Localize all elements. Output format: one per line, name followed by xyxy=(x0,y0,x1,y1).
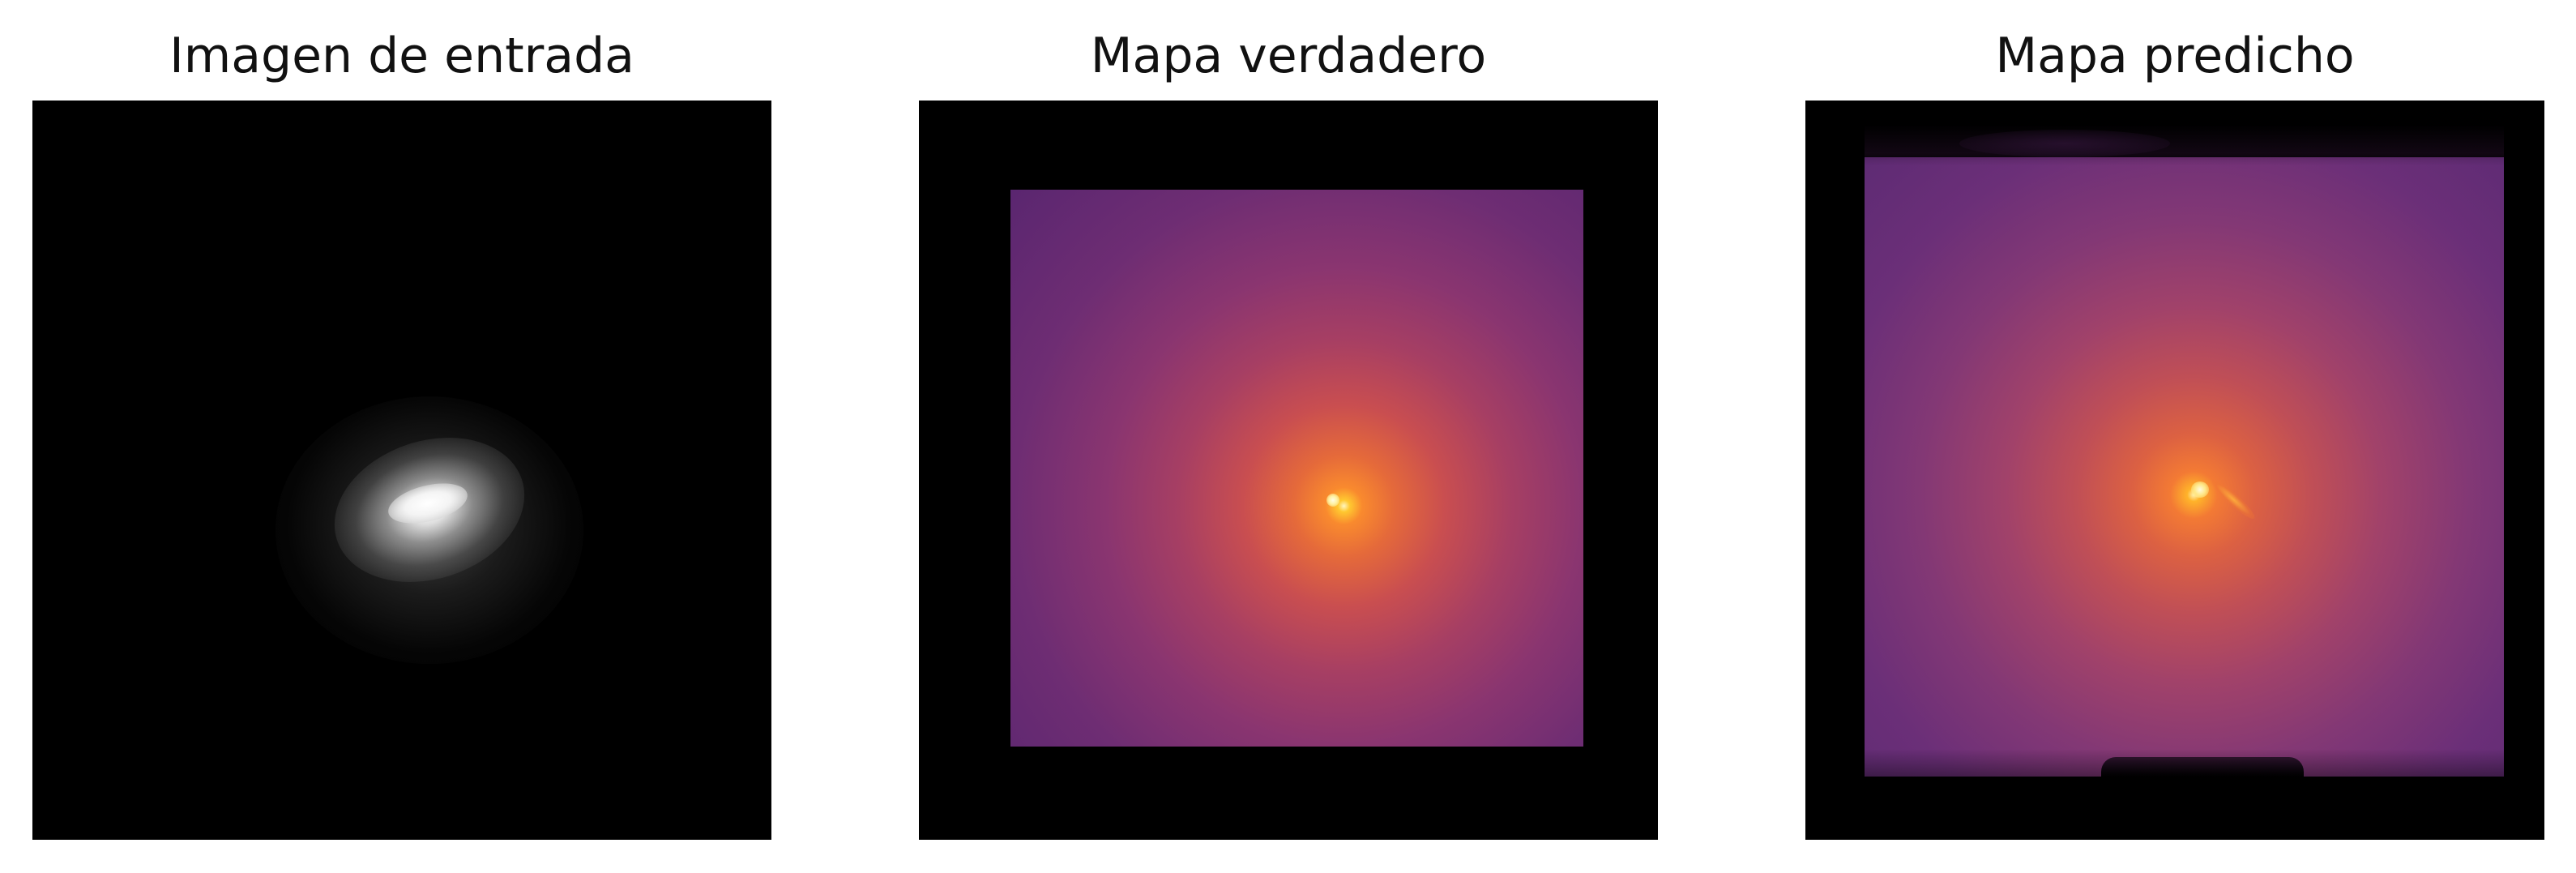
panel-title-true-map: Mapa verdadero xyxy=(1090,28,1487,84)
true-map-image xyxy=(919,101,1658,840)
predicted-map-notch xyxy=(2101,757,2304,790)
predicted-map-image xyxy=(1805,101,2544,840)
predicted-map-artifact xyxy=(1959,130,2170,157)
predicted-map-heatmap xyxy=(1865,157,2504,777)
panel-title-predicted-map: Mapa predicho xyxy=(1995,28,2355,84)
true-map-peak xyxy=(1326,494,1339,507)
predicted-map-peak xyxy=(2191,481,2209,498)
panel-title-input: Imagen de entrada xyxy=(169,28,634,84)
true-map-heatmap xyxy=(1010,190,1583,747)
input-image xyxy=(32,101,771,840)
